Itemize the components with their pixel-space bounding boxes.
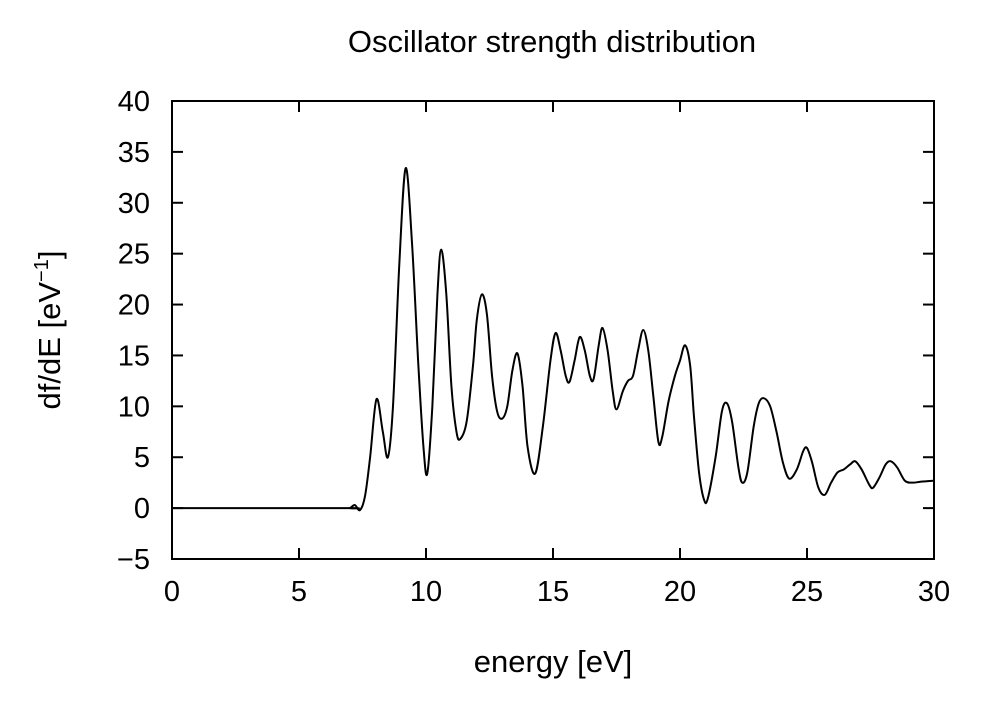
y-tick-label: −5 xyxy=(117,544,150,576)
x-tick-label: 5 xyxy=(291,576,307,608)
y-axis-label-close: ] xyxy=(32,251,67,260)
y-tick-labels: −5 0 5 10 15 20 25 30 35 40 xyxy=(117,86,150,576)
series-line xyxy=(171,167,935,512)
x-tick-label: 15 xyxy=(537,576,569,608)
x-tick-label: 0 xyxy=(164,576,180,608)
y-axis-label-main: df/dE [eV xyxy=(32,282,67,410)
y-tick-label: 15 xyxy=(118,340,150,372)
x-tick-label: 30 xyxy=(918,576,950,608)
x-tick-label: 10 xyxy=(410,576,442,608)
chart-title: Oscillator strength distribution xyxy=(348,24,756,59)
y-tick-label: 40 xyxy=(118,86,150,118)
y-tick-label: 35 xyxy=(118,137,150,169)
x-tick-label: 25 xyxy=(791,576,823,608)
y-axis-label: df/dE [eV−1] xyxy=(31,251,67,410)
y-tick-label: 25 xyxy=(118,239,150,271)
y-axis-label-superscript: −1 xyxy=(31,259,53,282)
plot-area xyxy=(171,100,935,560)
x-axis-label: energy [eV] xyxy=(474,644,633,679)
y-tick-label: 10 xyxy=(118,391,150,423)
y-tick-label: 5 xyxy=(134,442,150,474)
y-tick-label: 0 xyxy=(134,493,150,525)
x-tick-labels: 0 5 10 15 20 25 30 xyxy=(164,576,950,608)
y-tick-label: 20 xyxy=(118,290,150,322)
y-tick-label: 30 xyxy=(118,188,150,220)
x-tick-label: 20 xyxy=(664,576,696,608)
